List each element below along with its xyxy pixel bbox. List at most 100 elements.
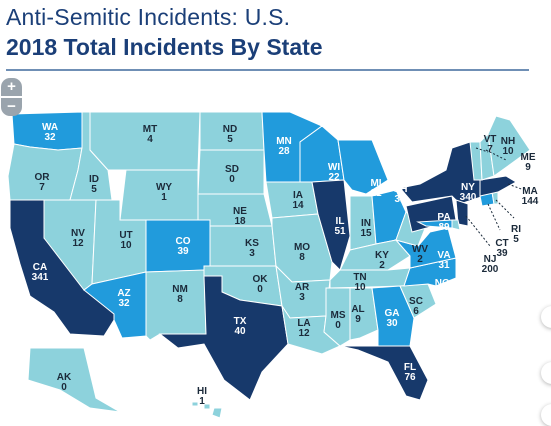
title-divider	[6, 69, 529, 71]
state-abbr: MT	[143, 124, 157, 135]
state-label-ok: OK 0	[253, 274, 269, 295]
state-label-wy: WY 1	[156, 182, 172, 203]
state-abbr: RI	[511, 224, 521, 235]
leader-line-ct	[487, 203, 501, 231]
state-value: 0	[335, 320, 341, 331]
state-me[interactable]	[487, 115, 531, 177]
state-wy[interactable]	[119, 169, 199, 221]
state-abbr: WV	[412, 244, 428, 255]
state-value: 18	[234, 216, 246, 227]
state-abbr: GA	[385, 308, 400, 319]
state-mi[interactable]	[337, 139, 389, 195]
state-value: 10	[120, 240, 132, 251]
state-value: 12	[298, 328, 310, 339]
state-value: 10	[354, 282, 366, 293]
state-value: 200	[482, 264, 499, 275]
state-abbr: WY	[156, 182, 172, 193]
state-label-ar: AR 3	[295, 282, 310, 303]
state-abbr: VA	[437, 250, 450, 261]
state-ks[interactable]	[209, 225, 277, 267]
state-label-co: CO 39	[176, 236, 191, 257]
state-abbr: ID	[89, 174, 99, 185]
state-value: 15	[360, 228, 372, 239]
state-value: 21	[370, 188, 382, 199]
side-nav-button-1[interactable]	[541, 306, 551, 328]
state-label-tx: TX 40	[234, 316, 247, 337]
state-value: 40	[234, 326, 246, 337]
state-label-ny: NY 340	[460, 182, 477, 203]
state-abbr: WI	[328, 162, 340, 173]
state-abbr: AK	[57, 372, 72, 383]
state-abbr: NM	[172, 284, 188, 295]
state-label-sc: SC 6	[409, 296, 423, 317]
state-abbr: OR	[35, 172, 51, 183]
state-value: 1	[199, 396, 205, 407]
state-value: 89	[438, 222, 450, 233]
state-abbr: NC	[435, 278, 449, 289]
side-nav-button-2[interactable]	[541, 362, 551, 384]
state-label-ia: IA 14	[292, 190, 304, 211]
state-value: 5	[227, 134, 233, 145]
state-value: 0	[229, 174, 235, 185]
state-value: 51	[334, 226, 346, 237]
state-value: 9	[355, 314, 361, 325]
state-value: 22	[328, 172, 340, 183]
state-label-ak: AK 0	[57, 372, 72, 393]
state-abbr: IL	[336, 216, 345, 227]
state-ak[interactable]	[27, 347, 121, 413]
state-value: 12	[72, 238, 84, 249]
state-label-or: OR 7	[35, 172, 51, 193]
state-value: 2	[417, 254, 423, 265]
state-abbr: CT	[495, 238, 508, 249]
state-abbr: VT	[484, 134, 497, 145]
state-label-fl: FL 76	[404, 362, 416, 383]
state-value: 3	[299, 292, 305, 303]
state-label-in: IN 15	[360, 218, 372, 239]
state-hi[interactable]	[191, 401, 223, 419]
state-value: 10	[502, 146, 514, 157]
state-abbr: IA	[293, 190, 303, 201]
state-value: 0	[61, 382, 67, 393]
state-value: 39	[177, 246, 189, 257]
state-value: 8	[177, 294, 183, 305]
state-label-ne: NE 18	[233, 206, 247, 227]
state-abbr: CA	[33, 262, 47, 273]
state-ma[interactable]	[479, 175, 517, 197]
side-nav-button-3[interactable]	[541, 404, 551, 426]
leader-line-nj	[465, 215, 491, 247]
state-abbr: HI	[197, 386, 207, 397]
state-abbr: LA	[297, 318, 310, 329]
state-va[interactable]	[394, 227, 457, 269]
state-tx[interactable]	[158, 275, 289, 401]
state-fl[interactable]	[339, 345, 429, 401]
zoom-out-button[interactable]: −	[1, 98, 22, 116]
state-abbr: SD	[225, 164, 239, 175]
state-value: 4	[147, 134, 153, 145]
state-tn[interactable]	[329, 267, 411, 289]
state-value: 32	[118, 298, 130, 309]
state-abbr: FL	[404, 362, 416, 373]
state-value: 1	[161, 192, 167, 203]
state-value: 340	[460, 192, 477, 203]
state-label-ca: CA 341	[32, 262, 49, 283]
state-value: 7	[487, 144, 493, 155]
state-label-nv: NV 12	[71, 228, 85, 249]
state-value: 28	[278, 146, 290, 157]
state-label-ga: GA 30	[385, 308, 400, 329]
state-al[interactable]	[349, 287, 379, 341]
zoom-in-button[interactable]: +	[1, 78, 22, 96]
state-abbr: AR	[295, 282, 310, 293]
state-abbr: MO	[294, 242, 310, 253]
state-label-wv: WV 2	[412, 244, 428, 265]
state-label-wi: WI 22	[328, 162, 340, 183]
state-mt[interactable]	[89, 111, 201, 171]
state-abbr: IN	[361, 218, 371, 229]
state-nm[interactable]	[145, 269, 207, 341]
state-label-mn: MN 28	[276, 136, 292, 157]
state-de[interactable]	[451, 219, 461, 231]
state-abbr: TN	[353, 272, 366, 283]
state-abbr: NE	[233, 206, 247, 217]
state-nj[interactable]	[455, 199, 469, 227]
state-label-ri: RI 5	[511, 224, 521, 245]
state-abbr: MA	[522, 186, 538, 197]
